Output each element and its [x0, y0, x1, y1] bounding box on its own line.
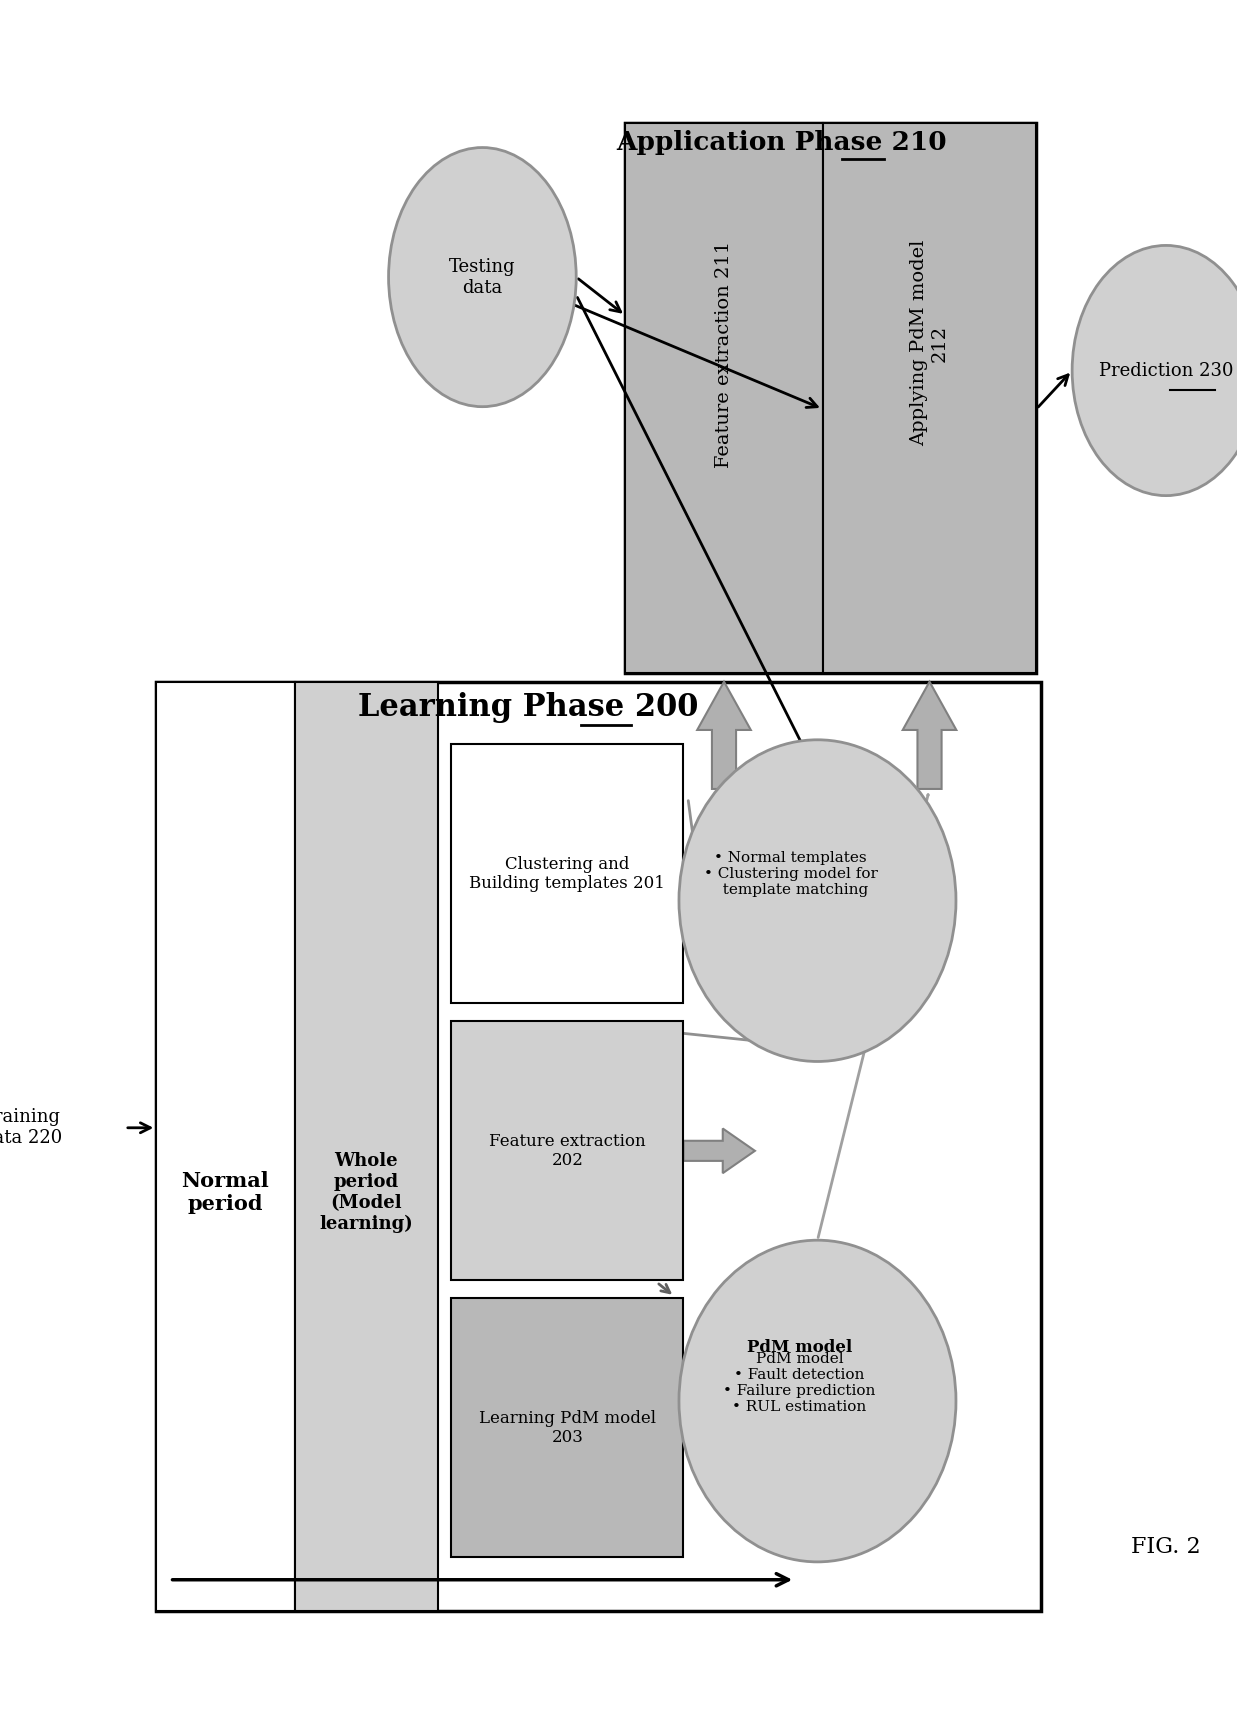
Bar [156, 683, 295, 1610]
Text: Feature extraction
202: Feature extraction 202 [489, 1132, 646, 1170]
Text: FIG. 2: FIG. 2 [1131, 1536, 1200, 1557]
Text: Normal
period: Normal period [181, 1172, 269, 1215]
Bar [156, 683, 1040, 1610]
Bar [451, 1021, 683, 1280]
Text: Application Phase 210: Application Phase 210 [616, 130, 947, 156]
Ellipse shape [680, 740, 956, 1061]
Bar [295, 683, 438, 1610]
Text: Learning PdM model
203: Learning PdM model 203 [479, 1410, 656, 1446]
Text: Clustering and
Building templates 201: Clustering and Building templates 201 [469, 855, 665, 892]
Ellipse shape [388, 147, 577, 406]
Text: PdM model: PdM model [746, 1339, 852, 1356]
Ellipse shape [0, 985, 125, 1270]
Bar [822, 123, 1037, 672]
Text: • Normal templates
• Clustering model for
  template matching: • Normal templates • Clustering model fo… [704, 850, 878, 897]
Text: Applying PdM model
212: Applying PdM model 212 [910, 240, 949, 446]
Text: Learning Phase 200: Learning Phase 200 [357, 693, 698, 724]
Polygon shape [697, 683, 750, 790]
Text: Feature extraction 211: Feature extraction 211 [715, 240, 733, 468]
Text: PdM model
• Fault detection
• Failure prediction
• RUL estimation: PdM model • Fault detection • Failure pr… [723, 1351, 875, 1415]
Text: Training
data 220: Training data 220 [0, 1108, 62, 1147]
Ellipse shape [680, 1241, 956, 1562]
Text: Whole
period
(Model
learning): Whole period (Model learning) [320, 1153, 413, 1234]
Bar [451, 745, 683, 1004]
Polygon shape [903, 683, 956, 790]
Text: Prediction 230: Prediction 230 [1099, 361, 1234, 380]
Polygon shape [683, 852, 755, 897]
Bar [625, 123, 1037, 672]
Text: Testing
data: Testing data [449, 257, 516, 297]
Polygon shape [683, 1405, 755, 1450]
Ellipse shape [1073, 245, 1240, 496]
Polygon shape [683, 1128, 755, 1173]
Bar [625, 123, 822, 672]
Bar [451, 1298, 683, 1557]
